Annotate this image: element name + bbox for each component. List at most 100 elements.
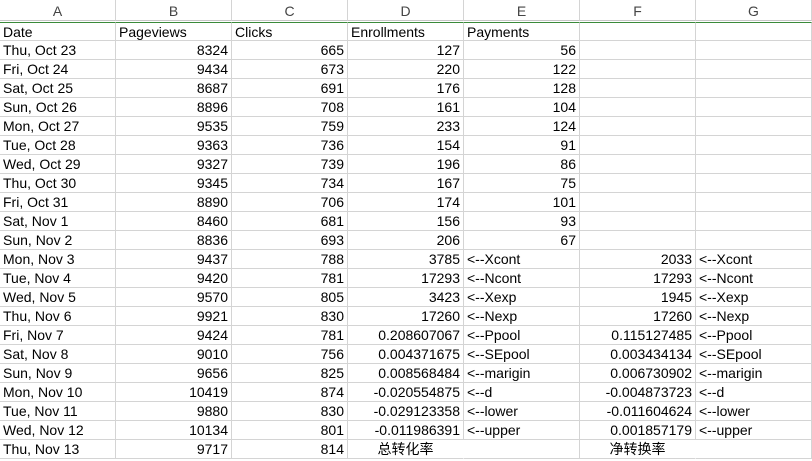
cell-d3[interactable]: 220: [348, 60, 464, 79]
cell-c4[interactable]: 691: [232, 79, 348, 98]
cell-b14[interactable]: 9420: [116, 269, 232, 288]
cell-a13[interactable]: Mon, Nov 3: [0, 250, 116, 269]
cell-c12[interactable]: 693: [232, 231, 348, 250]
cell-f20[interactable]: -0.004873723: [580, 383, 696, 402]
cell-e21[interactable]: <--lower: [464, 402, 580, 421]
cell-g15[interactable]: <--Xexp: [696, 288, 812, 307]
cell-b11[interactable]: 8460: [116, 212, 232, 231]
column-header-g[interactable]: G: [696, 0, 812, 21]
cell-f16[interactable]: 17260: [580, 307, 696, 326]
cell-b21[interactable]: 9880: [116, 402, 232, 421]
cell-c6[interactable]: 759: [232, 117, 348, 136]
cell-b22[interactable]: 10134: [116, 421, 232, 440]
cell-e22[interactable]: <--upper: [464, 421, 580, 440]
cell-a15[interactable]: Wed, Nov 5: [0, 288, 116, 307]
cell-g6[interactable]: [696, 117, 812, 136]
cell-e20[interactable]: <--d: [464, 383, 580, 402]
cell-c1[interactable]: Clicks: [232, 22, 348, 41]
cell-f4[interactable]: [580, 79, 696, 98]
cell-g11[interactable]: [696, 212, 812, 231]
column-header-a[interactable]: A: [0, 0, 116, 21]
cell-g20[interactable]: <--d: [696, 383, 812, 402]
cell-a3[interactable]: Fri, Oct 24: [0, 60, 116, 79]
cell-b18[interactable]: 9010: [116, 345, 232, 364]
cell-d23[interactable]: 总转化率: [348, 440, 464, 459]
cell-a21[interactable]: Tue, Nov 11: [0, 402, 116, 421]
cell-f15[interactable]: 1945: [580, 288, 696, 307]
cell-e6[interactable]: 124: [464, 117, 580, 136]
cell-e11[interactable]: 93: [464, 212, 580, 231]
cell-c22[interactable]: 801: [232, 421, 348, 440]
cell-e17[interactable]: <--Ppool: [464, 326, 580, 345]
cell-g8[interactable]: [696, 155, 812, 174]
cell-f18[interactable]: 0.003434134: [580, 345, 696, 364]
cell-c21[interactable]: 830: [232, 402, 348, 421]
cell-f23[interactable]: 净转换率: [580, 440, 696, 459]
cell-d21[interactable]: -0.029123358: [348, 402, 464, 421]
cell-a1[interactable]: Date: [0, 22, 116, 41]
column-header-d[interactable]: D: [348, 0, 464, 21]
cell-c15[interactable]: 805: [232, 288, 348, 307]
cell-b15[interactable]: 9570: [116, 288, 232, 307]
cell-e5[interactable]: 104: [464, 98, 580, 117]
cell-f2[interactable]: [580, 41, 696, 60]
cell-e14[interactable]: <--Ncont: [464, 269, 580, 288]
cell-e18[interactable]: <--SEpool: [464, 345, 580, 364]
cell-e13[interactable]: <--Xcont: [464, 250, 580, 269]
cell-a6[interactable]: Mon, Oct 27: [0, 117, 116, 136]
cell-f13[interactable]: 2033: [580, 250, 696, 269]
cell-d22[interactable]: -0.011986391: [348, 421, 464, 440]
cell-b10[interactable]: 8890: [116, 193, 232, 212]
cell-f19[interactable]: 0.006730902: [580, 364, 696, 383]
cell-d20[interactable]: -0.020554875: [348, 383, 464, 402]
cell-c20[interactable]: 874: [232, 383, 348, 402]
cell-g1[interactable]: [696, 22, 812, 41]
cell-e2[interactable]: 56: [464, 41, 580, 60]
cell-a7[interactable]: Tue, Oct 28: [0, 136, 116, 155]
cell-b17[interactable]: 9424: [116, 326, 232, 345]
cell-e1[interactable]: Payments: [464, 22, 580, 41]
column-header-b[interactable]: B: [116, 0, 232, 21]
cell-b4[interactable]: 8687: [116, 79, 232, 98]
cell-a11[interactable]: Sat, Nov 1: [0, 212, 116, 231]
cell-c9[interactable]: 734: [232, 174, 348, 193]
cell-g22[interactable]: <--upper: [696, 421, 812, 440]
cell-c8[interactable]: 739: [232, 155, 348, 174]
cell-d16[interactable]: 17260: [348, 307, 464, 326]
cell-c18[interactable]: 756: [232, 345, 348, 364]
cell-g16[interactable]: <--Nexp: [696, 307, 812, 326]
cell-b3[interactable]: 9434: [116, 60, 232, 79]
cell-g4[interactable]: [696, 79, 812, 98]
cell-b16[interactable]: 9921: [116, 307, 232, 326]
cell-c16[interactable]: 830: [232, 307, 348, 326]
cell-d2[interactable]: 127: [348, 41, 464, 60]
cell-f14[interactable]: 17293: [580, 269, 696, 288]
cell-c13[interactable]: 788: [232, 250, 348, 269]
cell-d1[interactable]: Enrollments: [348, 22, 464, 41]
cell-a22[interactable]: Wed, Nov 12: [0, 421, 116, 440]
cell-g17[interactable]: <--Ppool: [696, 326, 812, 345]
cell-c17[interactable]: 781: [232, 326, 348, 345]
cell-d15[interactable]: 3423: [348, 288, 464, 307]
cell-e19[interactable]: <--marigin: [464, 364, 580, 383]
cell-g2[interactable]: [696, 41, 812, 60]
cell-d8[interactable]: 196: [348, 155, 464, 174]
cell-d6[interactable]: 233: [348, 117, 464, 136]
cell-b2[interactable]: 8324: [116, 41, 232, 60]
cell-e8[interactable]: 86: [464, 155, 580, 174]
cell-e12[interactable]: 67: [464, 231, 580, 250]
cell-d18[interactable]: 0.004371675: [348, 345, 464, 364]
cell-e3[interactable]: 122: [464, 60, 580, 79]
cell-a16[interactable]: Thu, Nov 6: [0, 307, 116, 326]
cell-a5[interactable]: Sun, Oct 26: [0, 98, 116, 117]
cell-c23[interactable]: 814: [232, 440, 348, 459]
cell-a18[interactable]: Sat, Nov 8: [0, 345, 116, 364]
cell-c14[interactable]: 781: [232, 269, 348, 288]
cell-d9[interactable]: 167: [348, 174, 464, 193]
column-header-e[interactable]: E: [464, 0, 580, 21]
cell-g19[interactable]: <--marigin: [696, 364, 812, 383]
cell-f1[interactable]: [580, 22, 696, 41]
cell-a23[interactable]: Thu, Nov 13: [0, 440, 116, 459]
cell-b5[interactable]: 8896: [116, 98, 232, 117]
